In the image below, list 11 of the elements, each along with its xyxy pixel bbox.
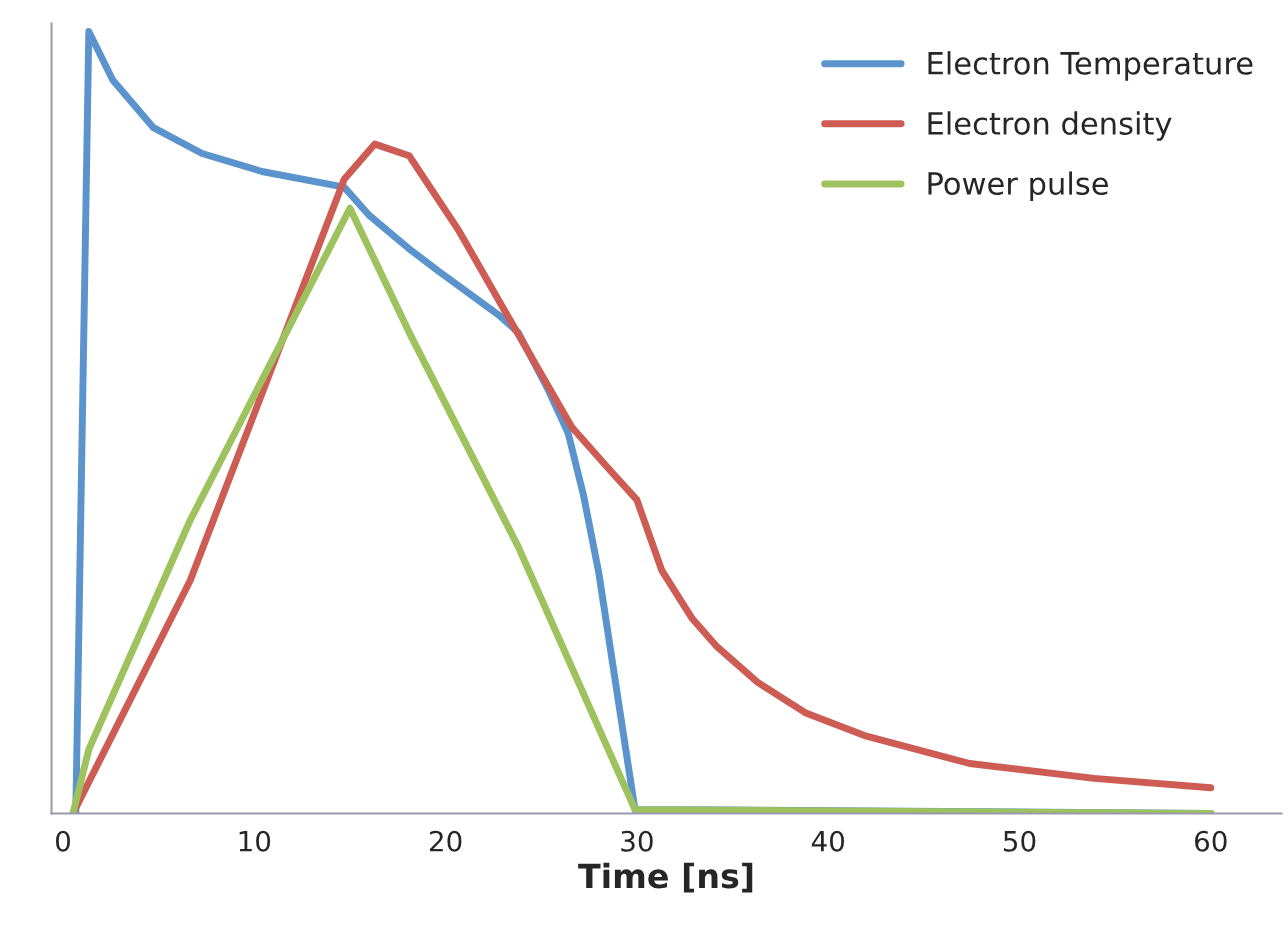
x-tick-label: 50 (1003, 830, 1036, 852)
legend-label: Electron Temperature (928, 51, 1253, 81)
x-tick-label: 30 (621, 830, 653, 852)
x-tick-label: 20 (429, 830, 462, 852)
x-tick-label: 10 (239, 830, 271, 852)
legend-label: Power pulse (928, 171, 1108, 201)
x-tick-label: 40 (811, 830, 845, 852)
x-tick-label: 60 (1195, 830, 1227, 852)
x-tick-label: 0 (55, 830, 70, 852)
legend-label: Electron density (928, 111, 1172, 141)
x-axis-title: Time [ns] (578, 862, 753, 893)
